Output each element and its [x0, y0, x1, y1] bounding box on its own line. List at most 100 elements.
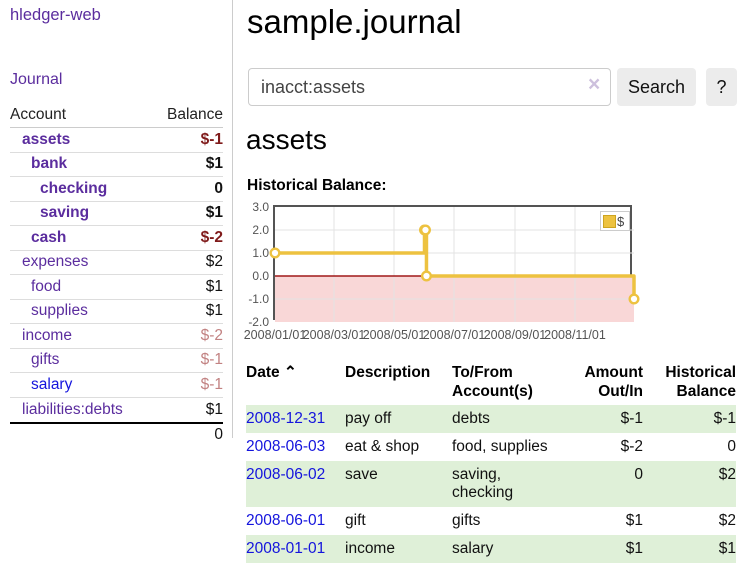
- register-cell-date: 2008-01-01: [246, 535, 345, 563]
- account-section-title: assets: [246, 124, 327, 155]
- register-cell-amount: $1: [625, 540, 643, 557]
- register-cell-date: 2008-06-01: [246, 507, 345, 535]
- account-row: saving $1: [10, 202, 223, 226]
- register-cell-accounts: gifts: [452, 512, 481, 529]
- register-cell-date: 2008-06-02: [246, 461, 345, 507]
- y-axis-tick-label: -2.0: [248, 315, 269, 329]
- account-row: cash $-2: [10, 226, 223, 251]
- accounts-header-account: Account: [10, 106, 67, 123]
- register-cell-description: save: [345, 466, 378, 483]
- account-link-gifts[interactable]: gifts: [31, 351, 60, 369]
- sort-ascending-icon[interactable]: ⌃: [283, 364, 297, 381]
- register-row: 2008-01-01 income salary $1 $1: [246, 535, 736, 563]
- account-row: salary $-1: [10, 373, 223, 398]
- account-row: supplies $1: [10, 300, 223, 324]
- register-cell-balance: $2: [718, 512, 736, 529]
- y-axis-tick-label: 1.0: [252, 246, 269, 260]
- register-col-date[interactable]: Date ⌃: [246, 364, 297, 381]
- account-link-food[interactable]: food: [31, 277, 62, 295]
- y-axis-tick-label: -1.0: [248, 292, 269, 306]
- register-cell-accounts: debts: [452, 410, 490, 427]
- y-axis-tick-label: 3.0: [252, 200, 269, 214]
- accounts-sidebar: Account Balance assets $-1 bank $1 checking 0…: [10, 103, 223, 446]
- transaction-date-link[interactable]: 2008-06-01: [246, 512, 326, 529]
- register-cell-description: pay off: [345, 410, 392, 427]
- account-balance: $2: [205, 253, 223, 271]
- x-axis-tick-label: 2008/05/01: [362, 328, 426, 342]
- register-cell-description: income: [345, 540, 395, 557]
- sidebar-divider: [232, 0, 233, 438]
- account-balance: $-2: [200, 326, 223, 344]
- register-cell-balance: $2: [718, 466, 736, 483]
- account-row: income $-2: [10, 324, 223, 349]
- account-link-cash[interactable]: cash: [31, 228, 67, 246]
- accounts-total-value: 0: [214, 426, 223, 443]
- register-row: 2008-06-02 save saving, checking 0 $2: [246, 461, 736, 507]
- y-axis-tick-label: 2.0: [252, 223, 269, 237]
- account-link-liabilities-debts[interactable]: liabilities:debts: [22, 400, 123, 418]
- register-cell-balance: 0: [727, 438, 736, 455]
- account-balance: $-2: [200, 228, 223, 246]
- transaction-date-link[interactable]: 2008-01-01: [246, 540, 326, 557]
- page-title: sample.journal: [247, 3, 462, 40]
- account-link-salary[interactable]: salary: [31, 375, 73, 393]
- register-cell-balance: $1: [718, 540, 736, 557]
- register-cell-description: gift: [345, 512, 366, 529]
- account-row: checking 0: [10, 177, 223, 202]
- search-input[interactable]: [248, 68, 611, 106]
- register-cell-accounts: food, supplies: [452, 438, 548, 455]
- account-balance: $1: [205, 155, 223, 173]
- x-axis-tick-label: 2008/07/01: [422, 328, 486, 342]
- clear-search-icon[interactable]: ×: [588, 73, 601, 96]
- account-row: expenses $2: [10, 251, 223, 275]
- account-balance: $-1: [200, 375, 223, 393]
- register-row: 2008-06-03 eat & shop food, supplies $-2 0: [246, 433, 736, 461]
- account-row: food $1: [10, 275, 223, 300]
- register-cell-amount: $-1: [620, 410, 643, 427]
- register-header: Date ⌃ Description To/From Account(s) Amoun…: [246, 361, 736, 405]
- accounts-header: Account Balance: [10, 103, 223, 128]
- accounts-total-row: 0: [10, 422, 223, 446]
- register-cell-date: 2008-12-31: [246, 405, 345, 433]
- legend-label: $: [617, 213, 625, 229]
- transaction-date-link[interactable]: 2008-06-03: [246, 438, 326, 455]
- register-cell-accounts: saving, checking: [452, 466, 514, 501]
- account-row: gifts $-1: [10, 349, 223, 373]
- account-link-assets[interactable]: assets: [22, 130, 71, 148]
- transaction-date-link[interactable]: 2008-06-02: [246, 466, 326, 483]
- chart-plot-area: [269, 205, 640, 322]
- x-axis-tick-label: 2008/11/01: [544, 328, 606, 342]
- account-link-income[interactable]: income: [22, 326, 72, 344]
- register-row: 2008-12-31 pay off debts $-1 $-1: [246, 405, 736, 433]
- account-balance: $1: [205, 302, 223, 320]
- account-row: bank $1: [10, 153, 223, 177]
- account-balance: $-1: [200, 351, 223, 369]
- register-cell-amount: $-2: [620, 438, 643, 455]
- brand-link[interactable]: hledger-web: [10, 6, 101, 24]
- register-col-description: Description: [345, 364, 431, 381]
- account-link-bank[interactable]: bank: [31, 155, 68, 173]
- account-link-supplies[interactable]: supplies: [31, 302, 88, 320]
- account-link-checking[interactable]: checking: [40, 179, 108, 197]
- sidebar-item-journal[interactable]: Journal: [10, 71, 63, 88]
- register-row: 2008-06-01 gift gifts $1 $2: [246, 507, 736, 535]
- account-link-saving[interactable]: saving: [40, 204, 90, 222]
- legend-swatch: [603, 214, 616, 228]
- search-button[interactable]: Search: [617, 68, 696, 106]
- help-button[interactable]: ?: [706, 68, 737, 106]
- account-balance: $1: [205, 204, 223, 222]
- account-link-expenses[interactable]: expenses: [22, 253, 89, 271]
- account-balance: 0: [214, 179, 223, 197]
- accounts-header-balance: Balance: [166, 106, 223, 123]
- register-cell-accounts: salary: [452, 540, 494, 557]
- register-col-amount: Amount Out/In: [584, 364, 643, 400]
- register-col-historical: Historical Balance: [665, 364, 736, 400]
- historical-balance-label: Historical Balance:: [247, 177, 387, 194]
- register-cell-amount: 0: [634, 466, 643, 483]
- transaction-date-link[interactable]: 2008-12-31: [246, 410, 326, 427]
- x-axis-tick-label: 2008/09/01: [483, 328, 547, 342]
- x-axis-tick-label: 2008/01/01: [243, 328, 307, 342]
- register-cell-balance: $-1: [713, 410, 736, 427]
- account-balance: $1: [205, 277, 223, 295]
- account-balance: $-1: [200, 130, 223, 148]
